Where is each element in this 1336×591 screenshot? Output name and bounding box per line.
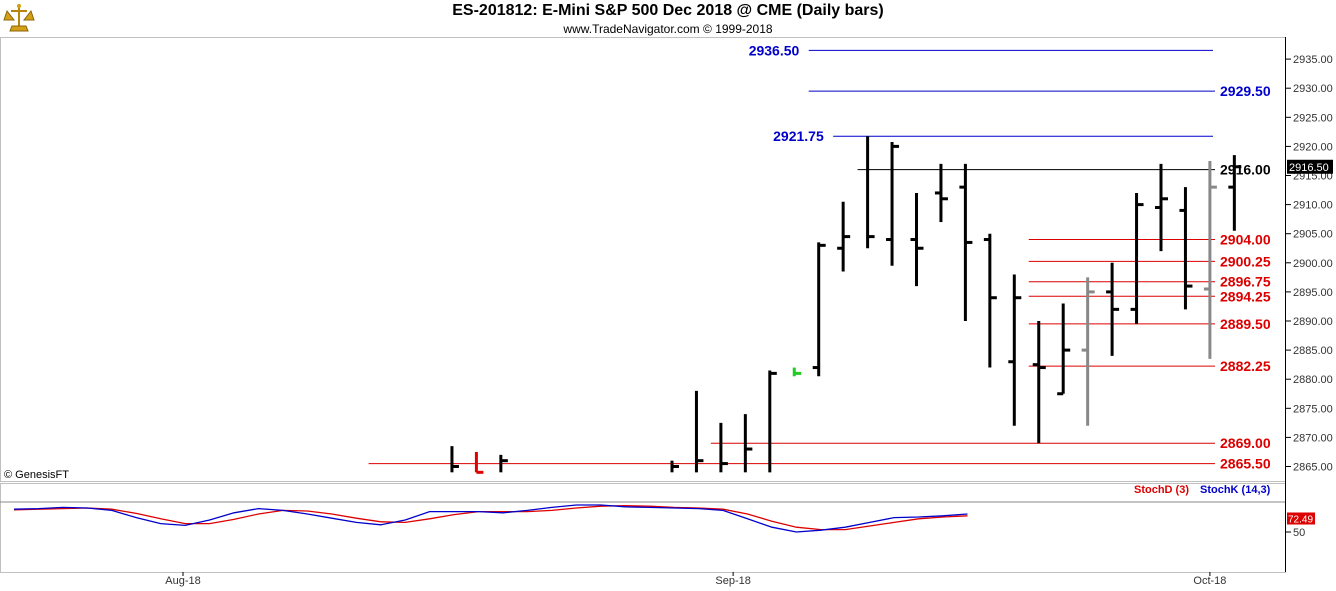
- indicator-current-label: 72.49: [1288, 515, 1313, 526]
- ohlc-bar: [959, 163, 973, 321]
- chart-subtitle: www.TradeNavigator.com © 1999-2018: [563, 22, 773, 36]
- ohlc-bar: [866, 136, 875, 249]
- ohlc-bar: [1155, 163, 1168, 252]
- ohlc-bar: [1130, 192, 1144, 324]
- ohlc-bar: [1179, 187, 1193, 310]
- current-price-label: 2916.50: [1289, 162, 1329, 174]
- ohlc-bar: [499, 454, 508, 473]
- ohlc-bar: [886, 142, 900, 266]
- y-tick-label: 2890.00: [1293, 316, 1333, 328]
- level-label: 2865.50: [1220, 456, 1271, 472]
- stoch-d-line: [13, 504, 968, 531]
- y-tick-label: 2905.00: [1293, 229, 1333, 241]
- y-tick-label: 2930.00: [1293, 83, 1333, 95]
- level-label: 2896.75: [1220, 274, 1271, 290]
- x-tick-label: Oct-18: [1193, 575, 1226, 587]
- level-label: 2882.25: [1220, 358, 1271, 374]
- indicator-current-badge: [1287, 512, 1315, 525]
- y-tick-label: 2885.00: [1293, 345, 1333, 357]
- ohlc-bar: [1008, 274, 1022, 426]
- ohlc-bar: [837, 201, 851, 272]
- y-tick-label: 2920.00: [1293, 141, 1333, 153]
- y-tick-label: 2935.00: [1293, 54, 1333, 66]
- ohlc-bar: [670, 460, 679, 473]
- watermark: © GenesisFT: [4, 469, 69, 481]
- ohlc-bar: [1032, 321, 1046, 444]
- y-tick-label: 2925.00: [1293, 112, 1333, 124]
- indicator-panel-frame: [0, 483, 1286, 573]
- ohlc-bar: [474, 451, 484, 474]
- ohlc-bar: [983, 233, 997, 368]
- ohlc-bar: [768, 370, 777, 473]
- y-tick-label: 2870.00: [1293, 432, 1333, 444]
- price-panel-frame: [0, 37, 1286, 482]
- y-tick-label: 2895.00: [1293, 287, 1333, 299]
- stoch-k-line: [13, 504, 968, 533]
- ohlc-bar: [1203, 160, 1217, 359]
- level-label: 2900.25: [1220, 253, 1271, 269]
- indicator-tick-label: 50: [1293, 527, 1305, 539]
- level-label: 2929.50: [1220, 83, 1271, 99]
- y-tick-label: 2865.00: [1293, 462, 1333, 474]
- level-label: 2904.00: [1220, 232, 1271, 248]
- ohlc-bar: [1106, 262, 1120, 356]
- ohlc-bar: [934, 163, 948, 223]
- level-label: 2889.50: [1220, 316, 1271, 332]
- y-tick-label: 2880.00: [1293, 374, 1333, 386]
- ohlc-bar: [694, 390, 704, 473]
- level-label: 2894.25: [1220, 288, 1271, 304]
- x-tick-label: Aug-18: [165, 575, 200, 587]
- indicator-legend-entry: StochK (14,3): [1200, 484, 1271, 496]
- ohlc-bar: [792, 367, 802, 377]
- ohlc-bar: [910, 192, 924, 287]
- chart-title: ES-201812: E-Mini S&P 500 Dec 2018 @ CME…: [452, 2, 884, 19]
- ohlc-bar: [450, 446, 459, 473]
- ohlc-bar: [743, 414, 753, 473]
- ohlc-bar: [812, 242, 826, 377]
- trade-navigator-logo-icon: [2, 2, 36, 34]
- x-tick-label: Sep-18: [715, 575, 750, 587]
- price-area: [368, 49, 1242, 474]
- y-tick-label: 2910.00: [1293, 200, 1333, 212]
- ohlc-bar: [1081, 277, 1095, 426]
- ohlc-bar: [1228, 155, 1242, 231]
- y-tick-label: 2875.00: [1293, 403, 1333, 415]
- level-label: 2921.75: [773, 128, 824, 144]
- indicator-legend-entry: StochD (3): [1134, 484, 1189, 496]
- level-label: 2936.50: [749, 42, 800, 58]
- ohlc-bar: [719, 422, 728, 473]
- y-tick-label: 2900.00: [1293, 258, 1333, 270]
- level-label: 2916.00: [1220, 162, 1271, 178]
- level-label: 2869.00: [1220, 435, 1271, 451]
- current-price-badge: [1287, 159, 1333, 174]
- ohlc-bar: [1057, 303, 1071, 396]
